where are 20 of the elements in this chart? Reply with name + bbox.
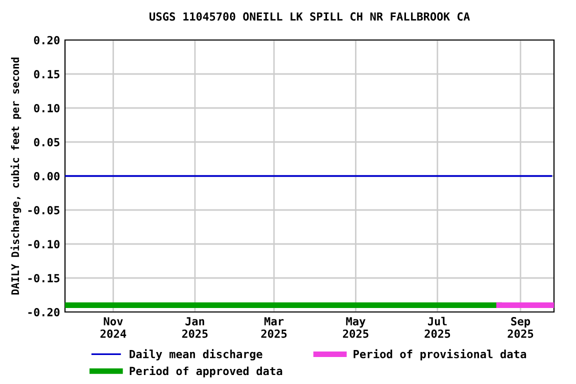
chart-title: USGS 11045700 ONEILL LK SPILL CH NR FALLBROOK CA <box>150 12 470 21</box>
x-tick-label: Jan 2025 <box>182 317 208 338</box>
x-tick-label: Jul 2025 <box>424 316 450 338</box>
legend-label: Period of provisional data <box>354 349 526 360</box>
y-tick-label: 0.15 <box>34 70 60 78</box>
legend-label: Daily mean discharge <box>130 349 262 360</box>
x-tick-label: May 2025 <box>342 317 368 338</box>
legend-label: Period of approved data <box>130 366 282 378</box>
x-tick-label: Mar 2025 <box>261 317 287 338</box>
y-tick-label: 0.05 <box>34 138 60 146</box>
y-tick-label: -0.10 <box>28 240 60 248</box>
y-tick-label: -0.05 <box>28 206 60 214</box>
x-tick-label: Sep 2025 <box>508 317 534 338</box>
y-tick-label: 0.00 <box>34 172 60 180</box>
y-tick-label: 0.10 <box>34 104 60 112</box>
y-tick-label: -0.20 <box>28 308 60 316</box>
y-tick-label: 0.20 <box>34 36 60 44</box>
y-tick-label: -0.15 <box>28 274 60 282</box>
x-tick-label: Nov 2024 <box>100 317 126 338</box>
y-axis-title: DAILY Discharge, cubic feet per second <box>10 58 22 294</box>
